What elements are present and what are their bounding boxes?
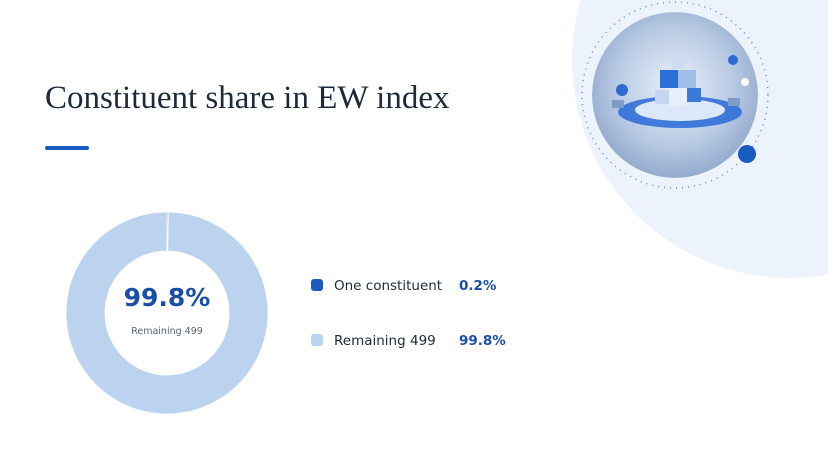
legend-value: 99.8% xyxy=(459,333,506,349)
legend-label: Remaining 499 xyxy=(334,333,436,349)
center-value: 99.8% xyxy=(124,283,211,312)
accent-dot xyxy=(738,145,756,163)
legend-value: 0.2% xyxy=(459,278,497,294)
center-label: Remaining 499 xyxy=(131,326,203,337)
legend-marker xyxy=(311,279,323,291)
title-underline xyxy=(45,146,89,150)
legend-marker xyxy=(311,334,323,346)
legend-label: One constituent xyxy=(334,278,442,294)
chart-title: Constituent share in EW index xyxy=(45,80,450,116)
dotted-ring xyxy=(581,1,769,189)
legend: One constituent 0.2% Remaining 499 99.8% xyxy=(311,278,506,349)
donut-slice xyxy=(65,211,269,415)
illustration xyxy=(592,12,758,178)
donut xyxy=(65,211,269,415)
